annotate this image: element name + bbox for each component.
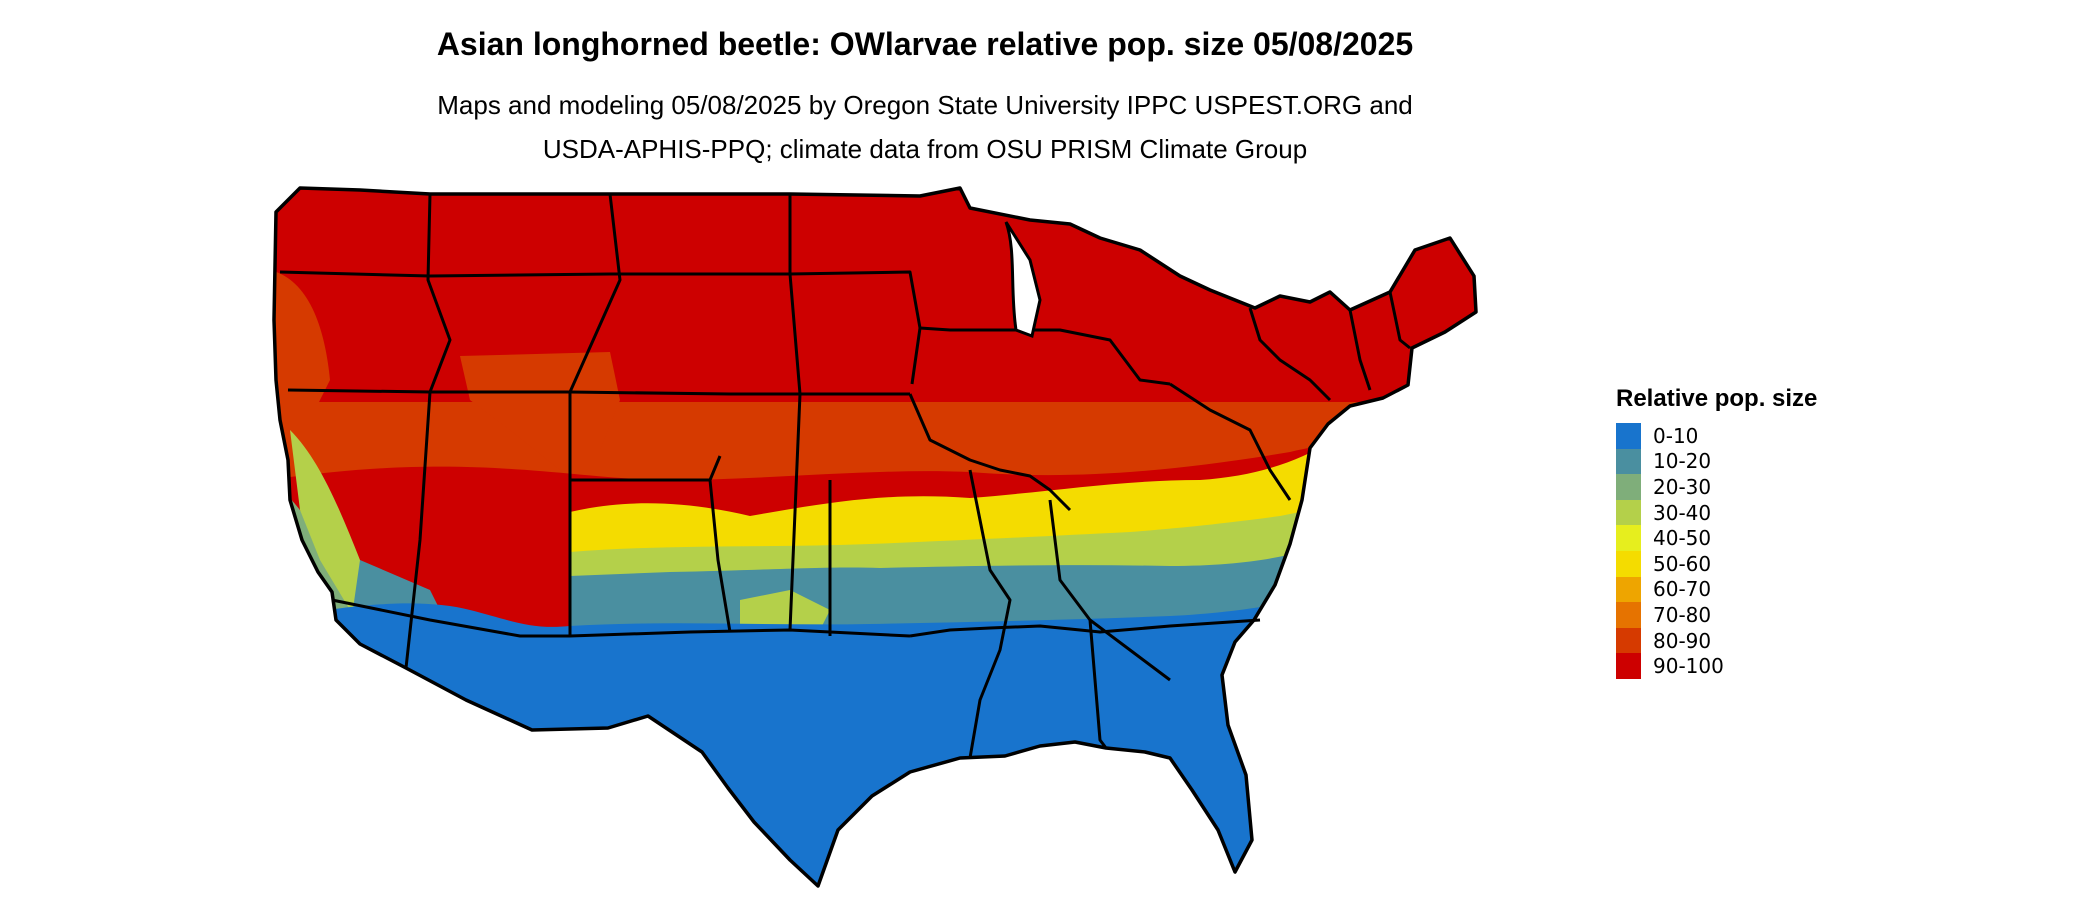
us-outline bbox=[272, 186, 1478, 888]
legend-label: 30-40 bbox=[1653, 500, 1712, 525]
legend-label: 20-30 bbox=[1653, 474, 1712, 499]
boundary-nd-mn bbox=[788, 194, 802, 631]
legend: Relative pop. size 0-10 10-20 20-30 30-40 40… bbox=[1616, 385, 1817, 679]
boundary-mi-oh bbox=[919, 326, 1171, 386]
legend-swatch bbox=[1616, 653, 1641, 679]
subtitle-line-1: Maps and modeling 05/08/2025 by Oregon S… bbox=[437, 90, 1413, 120]
boundary-co bbox=[568, 455, 722, 636]
legend-item: 90-100 bbox=[1616, 653, 1817, 679]
boundary-ny-ne bbox=[1248, 307, 1332, 402]
legend-label: 70-80 bbox=[1653, 602, 1712, 627]
boundary-ok bbox=[708, 479, 732, 633]
legend-items: 0-10 10-20 20-30 30-40 40-50 50-60 60-70 70-80 8… bbox=[1616, 423, 1817, 679]
boundary-pa-va bbox=[1169, 382, 1292, 501]
boundary-ms-al bbox=[968, 469, 1012, 759]
boundary-me bbox=[1388, 291, 1411, 350]
zone-80-90-coast bbox=[274, 270, 330, 420]
legend-label: 60-70 bbox=[1653, 577, 1712, 602]
zone-30-40-valley bbox=[290, 430, 380, 610]
legend-swatch bbox=[1616, 602, 1641, 628]
legend-swatch bbox=[1616, 627, 1641, 654]
boundary-vt-nh bbox=[1348, 309, 1372, 391]
boundary-mo-ky bbox=[908, 393, 1072, 512]
legend-item: 10-20 bbox=[1616, 448, 1817, 475]
legend-swatch bbox=[1616, 550, 1641, 577]
legend-label: 50-60 bbox=[1653, 551, 1712, 576]
legend-item: 30-40 bbox=[1616, 499, 1817, 526]
legend-item: 0-10 bbox=[1616, 423, 1817, 449]
boundary-wa-id bbox=[426, 193, 452, 393]
legend-item: 20-30 bbox=[1616, 474, 1817, 500]
legend-item: 60-70 bbox=[1616, 576, 1817, 603]
zone-80-90-basin bbox=[460, 352, 620, 470]
map-subtitle: Maps and modeling 05/08/2025 by Oregon S… bbox=[0, 83, 1850, 171]
legend-label: 90-100 bbox=[1653, 654, 1724, 679]
us-map bbox=[272, 186, 1478, 888]
lake-michigan bbox=[1004, 221, 1042, 339]
subtitle-line-2: USDA-APHIS-PPQ; climate data from OSU PR… bbox=[542, 134, 1308, 164]
legend-label: 40-50 bbox=[1653, 526, 1712, 551]
boundary-ga-fl bbox=[1088, 619, 1108, 749]
legend-swatch bbox=[1616, 499, 1641, 526]
legend-label: 10-20 bbox=[1653, 449, 1712, 474]
state-boundaries bbox=[279, 193, 1411, 759]
legend-swatch bbox=[1616, 525, 1641, 551]
legend-item: 40-50 bbox=[1616, 525, 1817, 551]
legend-item: 50-60 bbox=[1616, 550, 1817, 577]
boundary-nv-az bbox=[404, 391, 432, 669]
legend-title: Relative pop. size bbox=[1616, 385, 1818, 412]
boundary-row-2 bbox=[287, 388, 910, 396]
legend-swatch bbox=[1616, 448, 1641, 475]
legend-item: 80-90 bbox=[1616, 627, 1817, 654]
map-title: Asian longhorned beetle: OWlarvae relati… bbox=[436, 26, 1414, 62]
legend-swatch bbox=[1616, 474, 1641, 500]
legend-item: 70-80 bbox=[1616, 602, 1817, 628]
boundary-tn-nc bbox=[909, 618, 1261, 638]
legend-swatch bbox=[1616, 423, 1641, 449]
legend-label: 80-90 bbox=[1653, 628, 1712, 653]
legend-swatch bbox=[1616, 576, 1641, 603]
legend-label: 0-10 bbox=[1653, 423, 1699, 448]
